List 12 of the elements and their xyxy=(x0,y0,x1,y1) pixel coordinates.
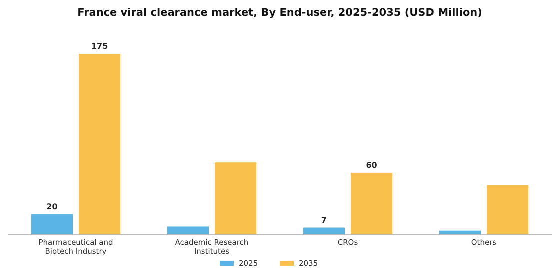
bar xyxy=(351,172,393,235)
bar xyxy=(215,162,257,235)
data-label: 20 xyxy=(46,202,58,212)
bar xyxy=(167,226,209,235)
chart-title: France viral clearance market, By End-user, 2025-2035 (USD Million) xyxy=(78,7,482,19)
data-label: 7 xyxy=(321,216,327,225)
data-label: 60 xyxy=(366,160,378,170)
bar xyxy=(303,228,345,235)
bar xyxy=(487,185,529,235)
data-label: 175 xyxy=(91,42,109,51)
bar xyxy=(79,54,121,235)
bar xyxy=(31,214,73,235)
